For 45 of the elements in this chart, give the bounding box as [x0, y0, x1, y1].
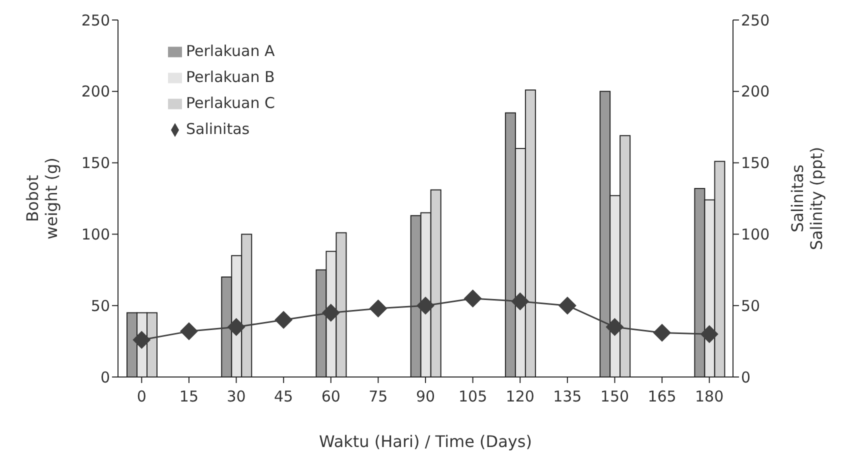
y2-tick-label: 150 [741, 154, 770, 172]
legend-label: Perlakuan A [186, 42, 275, 60]
point [511, 292, 530, 310]
x-tick-label: 15 [179, 388, 199, 406]
point [558, 296, 576, 315]
x-tick-label: 90 [416, 388, 436, 406]
x-tick-label: 0 [136, 388, 146, 406]
point [132, 330, 151, 349]
y2-tick-label: 0 [741, 368, 751, 386]
x-axis-title: Waktu (Hari) / Time (Days) [319, 432, 532, 451]
legend-label: Perlakuan B [186, 68, 275, 86]
x-tick-label: 135 [553, 388, 582, 406]
y-axis-title: Bobot weight (g) [23, 158, 61, 240]
point [700, 325, 718, 344]
x-tick-label: 105 [458, 388, 488, 406]
y2-tick-label: 250 [741, 11, 770, 30]
y2-tick-label: 50 [741, 296, 760, 315]
point [274, 310, 293, 329]
x-tick-label: 45 [274, 388, 294, 406]
y2-tick-label: 100 [741, 226, 770, 244]
y-tick-label: 250 [81, 11, 110, 30]
x-tick-label: 30 [226, 388, 246, 406]
y2-axis-title: Salinitas Salinity (ppt) [788, 146, 826, 250]
legend-label: Perlakuan C [186, 94, 275, 112]
y-tick-label: 150 [81, 154, 110, 172]
x-tick-label: 60 [321, 388, 340, 406]
x-tick-label: 165 [648, 388, 676, 406]
point [464, 289, 482, 308]
point [322, 304, 340, 322]
y2-tick-label: 200 [741, 82, 770, 101]
point [369, 299, 388, 318]
y-tick-label: 100 [81, 226, 110, 244]
x-tick-label: 120 [506, 388, 534, 406]
x-tick-label: 75 [368, 388, 388, 406]
x-tick-label: 180 [695, 388, 724, 406]
point [180, 322, 198, 340]
point [416, 296, 434, 315]
point [606, 318, 624, 336]
y-tick-label: 50 [90, 296, 110, 315]
point [227, 318, 246, 336]
point [653, 324, 672, 342]
x-tick-label: 150 [600, 388, 630, 406]
y-tick-label: 0 [100, 368, 110, 386]
y-tick-label: 200 [81, 82, 110, 101]
legend-label: Salinitas [186, 120, 250, 138]
